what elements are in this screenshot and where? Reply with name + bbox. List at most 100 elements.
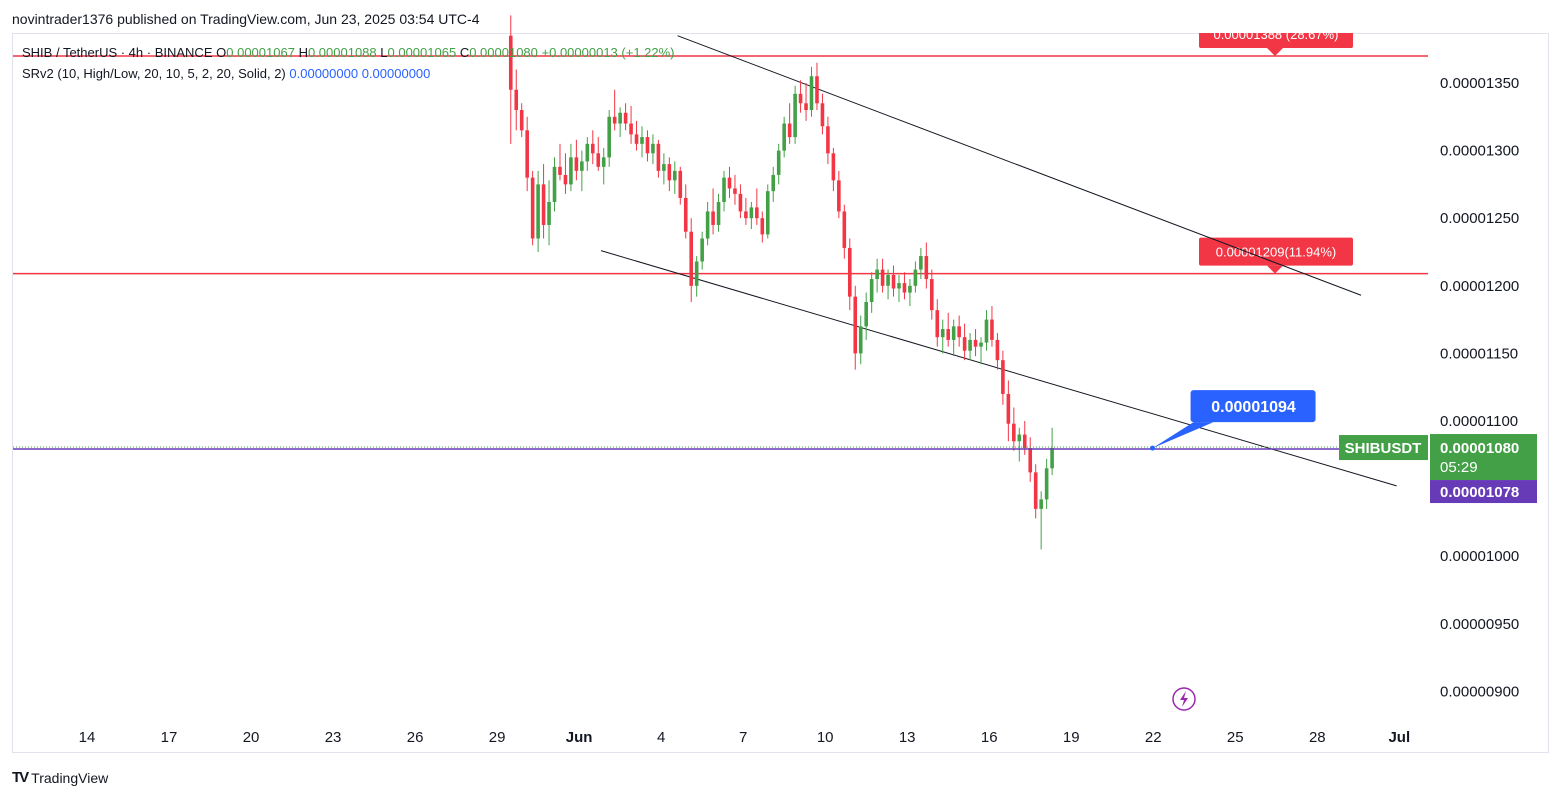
- y-tick-label: 0.00001100: [1440, 413, 1518, 430]
- close-value: 0.00001080: [469, 45, 538, 60]
- y-axis: 0.00001350 0.00001300 0.00001250 0.00001200…: [1440, 75, 1519, 700]
- trendline-lower: [600, 250, 1397, 487]
- candle-body: [590, 143, 595, 154]
- x-tick-label: 29: [489, 729, 506, 746]
- x-tick-label: 16: [981, 729, 998, 746]
- resistance-label-pointer: [1267, 47, 1283, 56]
- candle-body: [629, 123, 633, 135]
- candles: [508, 15, 1054, 550]
- y-tick-label: 0.00001350: [1440, 75, 1519, 92]
- resistance-lines: 0.00001388 (28.67%)0.00001209(11.94%): [13, 0, 1428, 275]
- symbol-label-box: [1339, 435, 1428, 461]
- candle-body: [820, 103, 825, 127]
- current-price-line: [13, 446, 1428, 450]
- y-tick-label: 0.00001000: [1440, 548, 1519, 565]
- resistance-label-pointer: [1267, 265, 1283, 274]
- candle-body: [569, 157, 573, 185]
- candle-body: [930, 279, 934, 311]
- x-axis: 14 17 20 23 26 29 Jun 4 7 10 13 16 19 22 25 28 Jul: [79, 729, 1411, 746]
- candle-body: [541, 184, 546, 225]
- close-label: C: [459, 45, 470, 60]
- change-value: +0.00000013 (+1.22%): [541, 45, 675, 60]
- candle-body: [530, 177, 535, 239]
- indicator-label: SRv2 (10, High/Low, 20, 10, 5, 2, 20, So…: [22, 66, 286, 81]
- candle-body: [689, 231, 694, 286]
- candle-body: [919, 256, 923, 270]
- y-tick-label: 0.00000950: [1440, 616, 1519, 633]
- candle-body: [995, 339, 1000, 361]
- x-tick-label: 19: [1063, 729, 1080, 746]
- candle-body: [585, 143, 590, 162]
- candle-body: [782, 123, 786, 151]
- candle-body: [765, 191, 770, 235]
- candle-body: [1050, 448, 1054, 469]
- low-value: 0.00001065: [387, 45, 457, 60]
- candle-body: [656, 143, 661, 171]
- x-tick-label: 23: [325, 729, 342, 746]
- candle-body: [558, 166, 562, 175]
- candle-body: [787, 123, 792, 138]
- countdown-label: 05:29: [1440, 459, 1478, 476]
- candle-body: [733, 188, 737, 194]
- candle-body: [793, 93, 797, 138]
- x-tick-label: 17: [161, 729, 178, 746]
- candle-body: [634, 134, 639, 144]
- y-tick-label: 0.00001150: [1440, 345, 1518, 362]
- candle-body: [744, 211, 748, 219]
- candle-body: [694, 261, 699, 286]
- price-labels: SHIBUSDT 0.00001080 05:29 0.00001078 0.00001…: [1150, 390, 1537, 711]
- candle-body: [826, 126, 830, 154]
- lightning-icon-bolt: [1180, 691, 1188, 707]
- candle-body: [640, 137, 644, 144]
- candle-body: [962, 337, 967, 351]
- candle-body: [678, 170, 683, 198]
- candle-body: [738, 193, 743, 212]
- x-tick-label: 26: [407, 729, 424, 746]
- candle-body: [990, 319, 994, 340]
- candle-body: [875, 269, 879, 280]
- x-tick-label: 25: [1227, 729, 1244, 746]
- candle-body: [968, 339, 972, 351]
- resistance-label-box: [1199, 237, 1353, 266]
- candle-body: [1006, 393, 1011, 424]
- candle-body: [574, 157, 579, 171]
- candle-body: [580, 161, 584, 171]
- symbol-label: SHIBUSDT: [1345, 440, 1422, 457]
- high-value: 0.00001088: [307, 45, 377, 60]
- lightning-icon: [1172, 687, 1196, 711]
- x-tick-label: 4: [657, 729, 665, 746]
- indicator-legend: SRv2 (10, High/Low, 20, 10, 5, 2, 20, So…: [22, 66, 430, 81]
- candle-body: [837, 180, 841, 212]
- open-value: 0.00001067: [226, 45, 295, 60]
- candle-body: [651, 143, 655, 154]
- candle-body: [1039, 499, 1043, 509]
- candle-body: [869, 279, 874, 303]
- publish-line: novintrader1376 published on TradingView…: [12, 11, 480, 27]
- candle-body: [809, 76, 814, 111]
- candle-body: [847, 247, 852, 297]
- candle-body: [897, 283, 901, 289]
- top-clip: [1190, 0, 1370, 33]
- candle-body: [673, 170, 677, 181]
- candle-body: [973, 339, 978, 347]
- candle-body: [913, 269, 918, 286]
- target-callout-label: 0.00001094: [1211, 399, 1296, 416]
- current-price-box: [1430, 434, 1537, 481]
- candle-body: [1044, 468, 1049, 500]
- candle-body: [563, 174, 568, 185]
- candle-body: [771, 174, 776, 192]
- y-tick-label: 0.00000900: [1440, 683, 1519, 700]
- candle-body: [755, 207, 759, 219]
- indicator-value-2: 0.00000000: [361, 66, 431, 81]
- tradingview-logo-text: TradingView: [31, 769, 109, 786]
- candle-body: [1017, 434, 1022, 442]
- open-label: O: [216, 45, 227, 60]
- candle-body: [940, 329, 945, 338]
- target-callout-pointer: [1152, 422, 1214, 449]
- resistance-label: 0.00001209(11.94%): [1216, 245, 1336, 260]
- candle-body: [858, 326, 863, 354]
- candle-body: [979, 342, 983, 347]
- candle-body: [908, 285, 912, 293]
- tradingview-logo[interactable]: TV TradingView: [12, 769, 108, 786]
